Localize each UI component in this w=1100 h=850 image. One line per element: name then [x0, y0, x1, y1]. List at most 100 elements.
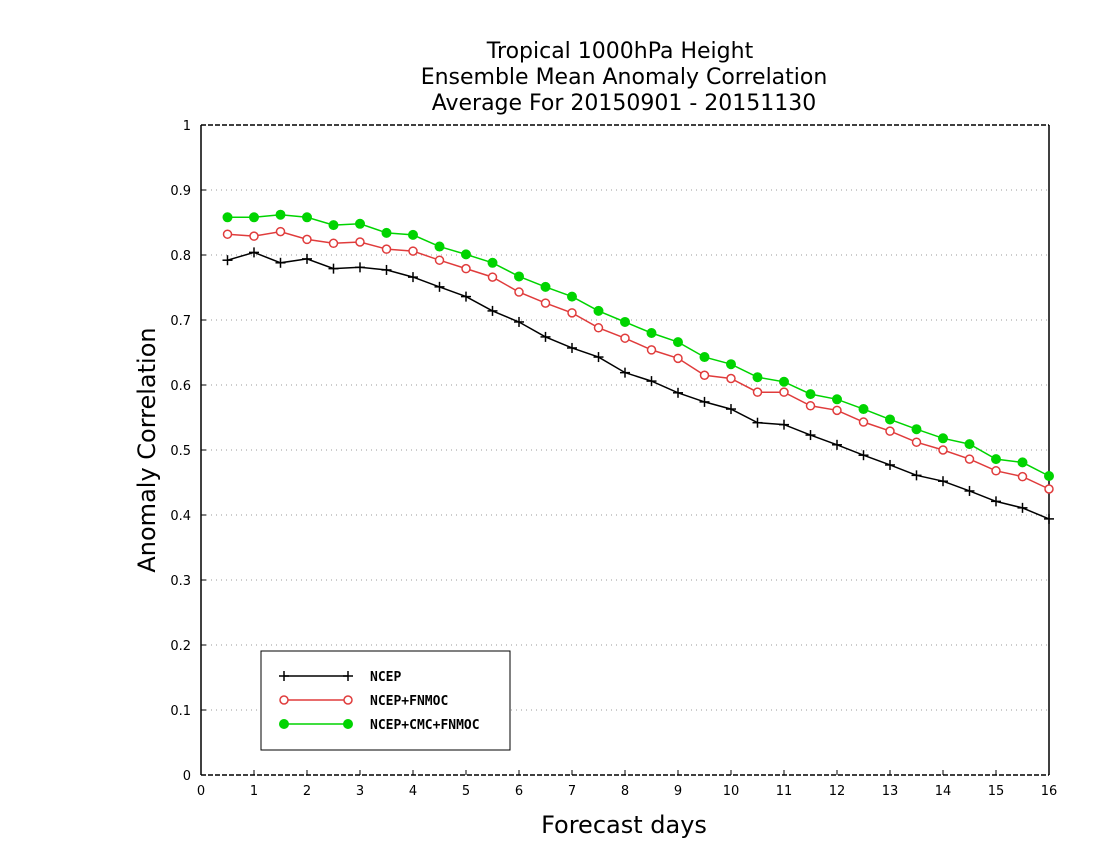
series-2-point-22 — [805, 389, 816, 400]
x-tick-label-8: 8 — [621, 784, 629, 799]
data-series — [222, 209, 1054, 524]
x-tick-label-9: 9 — [674, 784, 682, 799]
series-1-point-25 — [885, 426, 895, 436]
series-2-point-11 — [514, 271, 524, 282]
series-0-point-12 — [540, 331, 551, 342]
series-2-point-16 — [646, 328, 657, 338]
series-1-point-18 — [699, 370, 710, 380]
series-0-point-19 — [726, 404, 736, 415]
series-1-point-13 — [567, 308, 577, 318]
series-0-point-1 — [249, 247, 259, 258]
legend-label-1: NCEP+FNMOC — [370, 694, 448, 709]
series-2-point-1 — [249, 212, 259, 223]
series-2-point-27 — [938, 433, 948, 444]
y-tick-label-6: 0.6 — [170, 379, 191, 394]
series-0-point-8 — [434, 281, 445, 292]
series-2-point-17 — [673, 337, 683, 348]
series-0 — [222, 247, 1054, 524]
x-tick-label-15: 15 — [988, 784, 1005, 799]
series-2-point-8 — [434, 241, 445, 252]
series-0-point-28 — [964, 485, 975, 496]
series-0-point-13 — [567, 342, 577, 353]
series-0-point-10 — [487, 305, 498, 316]
series-0-point-9 — [461, 291, 471, 302]
x-tick-label-1: 1 — [250, 784, 258, 799]
series-0-point-27 — [938, 476, 948, 487]
series-1-point-20 — [752, 387, 763, 397]
series-1-point-3 — [302, 234, 312, 245]
series-2-point-15 — [620, 316, 630, 327]
series-2-point-25 — [885, 414, 895, 425]
x-tick-label-12: 12 — [829, 784, 846, 799]
y-tick-label-8: 0.8 — [170, 249, 191, 264]
series-0-point-7 — [408, 272, 418, 283]
series-0-point-23 — [832, 439, 842, 450]
series-0-point-20 — [752, 417, 763, 428]
series-1-point-24 — [858, 417, 869, 427]
series-0-point-14 — [593, 352, 604, 363]
series-1-point-6 — [381, 244, 392, 254]
series-2-point-18 — [699, 352, 710, 363]
chart-title: Tropical 1000hPa Height Ensemble Mean An… — [421, 39, 828, 116]
series-2-point-3 — [302, 212, 312, 223]
series-2-line — [227, 213, 1050, 477]
series-0-point-15 — [620, 367, 630, 378]
series-1-point-23 — [832, 405, 842, 416]
x-tick-label-4: 4 — [409, 784, 417, 799]
x-tick-label-11: 11 — [776, 784, 793, 799]
legend-entry-1: NCEP+FNMOC — [279, 694, 448, 709]
y-tick-label-3: 0.3 — [170, 574, 191, 589]
series-0-point-25 — [885, 459, 895, 470]
x-tick-label-10: 10 — [723, 784, 740, 799]
series-2-point-29 — [991, 454, 1001, 465]
series-2-point-21 — [779, 376, 789, 387]
y-tick-label-7: 0.7 — [170, 314, 191, 329]
y-tick-label-2: 0.2 — [170, 639, 191, 654]
series-0-point-11 — [514, 316, 524, 327]
series-0-point-16 — [646, 376, 657, 387]
series-1-point-11 — [514, 287, 524, 297]
legend-marker-start-1 — [279, 695, 289, 705]
series-1-point-7 — [408, 246, 418, 256]
series-1-point-8 — [434, 255, 445, 265]
legend-marker-start-0 — [279, 671, 289, 681]
series-2-point-19 — [726, 359, 736, 370]
series-2-point-7 — [408, 229, 418, 240]
series-0-point-5 — [355, 262, 365, 273]
series-1-point-26 — [911, 437, 922, 447]
x-tick-label-3: 3 — [356, 784, 364, 799]
x-tick-label-0: 0 — [197, 784, 205, 799]
series-1-point-14 — [593, 323, 604, 333]
series-2 — [222, 209, 1054, 481]
series-0-point-31 — [1044, 513, 1054, 524]
title-line-3: Average For 20150901 - 20151130 — [432, 91, 817, 116]
y-axis-ticks: 0 0.1 0.2 0.3 0.4 0.5 0.6 0.7 0.8 0.9 1 — [170, 119, 206, 784]
series-0-point-17 — [673, 387, 683, 398]
series-2-point-28 — [964, 439, 975, 450]
series-0-point-3 — [302, 253, 312, 264]
series-0-point-21 — [779, 419, 789, 430]
series-1-point-28 — [964, 454, 975, 464]
y-tick-label-0: 0 — [183, 769, 191, 784]
y-tick-label-1: 0.1 — [170, 704, 191, 719]
y-tick-label-10: 1 — [183, 119, 191, 134]
series-0-point-30 — [1017, 502, 1028, 513]
legend-marker-end-0 — [343, 671, 353, 681]
y-tick-label-4: 0.4 — [170, 509, 191, 524]
series-2-point-30 — [1017, 457, 1028, 468]
y-axis-label: Anomaly Correlation — [133, 327, 161, 572]
series-1-point-15 — [620, 333, 630, 343]
series-1-point-22 — [805, 401, 816, 411]
series-1 — [222, 226, 1054, 494]
series-0-point-22 — [805, 430, 816, 441]
legend-entry-0: NCEP — [279, 670, 401, 685]
series-1-point-17 — [673, 353, 683, 364]
series-0-point-29 — [991, 496, 1001, 507]
legend-label-2: NCEP+CMC+FNMOC — [370, 718, 480, 733]
series-2-point-0 — [222, 212, 233, 223]
x-tick-label-16: 16 — [1041, 784, 1058, 799]
series-0-point-26 — [911, 470, 922, 481]
y-tick-label-5: 0.5 — [170, 444, 191, 459]
series-1-point-0 — [222, 229, 233, 239]
